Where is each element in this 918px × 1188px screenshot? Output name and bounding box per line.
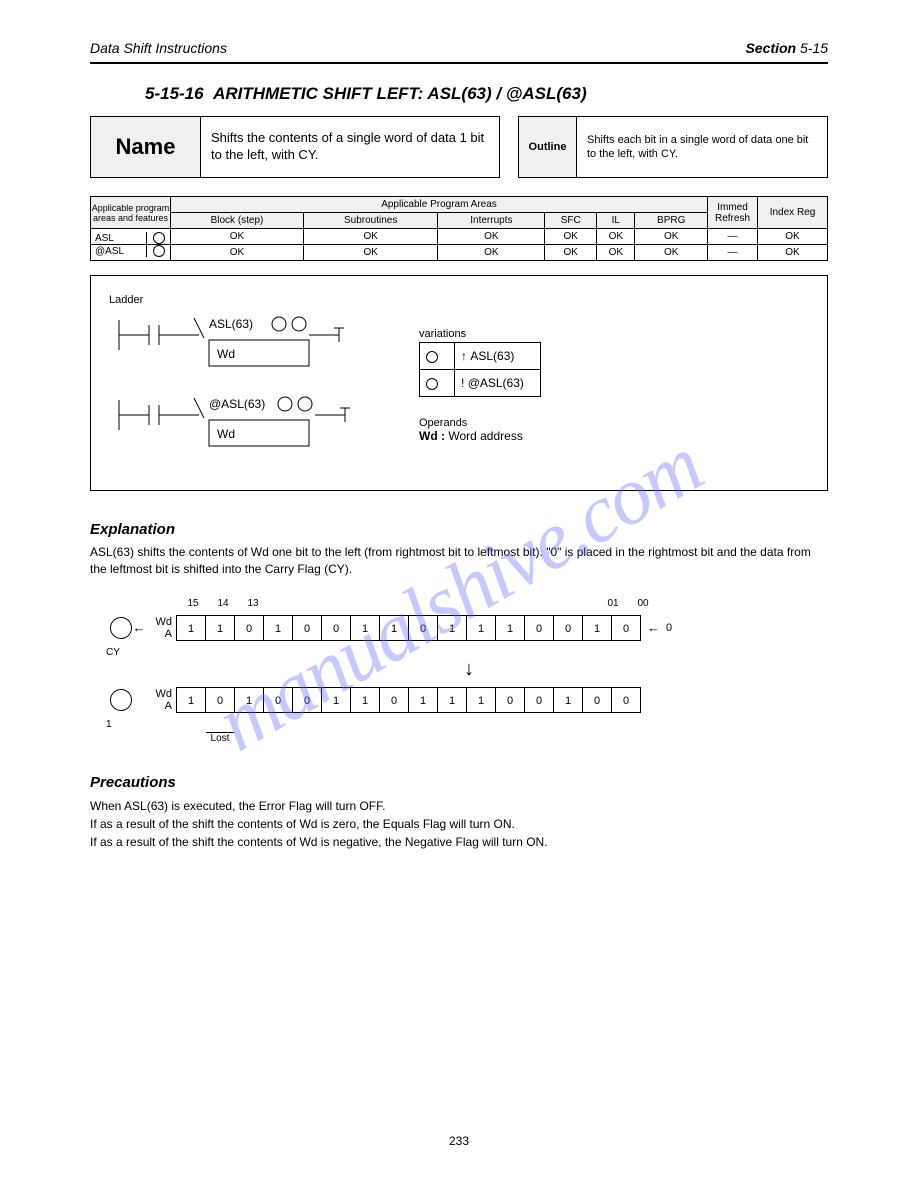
header-right: Section 5-15 (746, 40, 829, 56)
bit-cell: 1 (582, 615, 612, 641)
bit-cell: 1 (495, 615, 525, 641)
bit-cell: 1 (553, 687, 583, 713)
bit-cell: 0 (263, 687, 293, 713)
bit-cell: 0 (292, 687, 322, 713)
name-desc: Shifts the contents of a single word of … (201, 117, 499, 177)
precautions-text: When ASL(63) is executed, the Error Flag… (90, 797, 828, 851)
bit-cell: 0 (379, 687, 409, 713)
bit-cell: 1 (205, 615, 235, 641)
svg-text:Wd: Wd (217, 427, 235, 441)
svg-text:@ASL(63): @ASL(63) (209, 397, 265, 411)
svg-text:ASL(63): ASL(63) (209, 317, 253, 331)
bit-cell: 0 (234, 615, 264, 641)
ladder-box: Ladder ASL(63) (90, 275, 828, 491)
bit-cell: 0 (524, 615, 554, 641)
outline-box: Outline Shifts each bit in a single word… (518, 116, 828, 178)
circle-icon (426, 378, 438, 390)
bit-cell: 0 (292, 615, 322, 641)
bit-cell: 0 (553, 615, 583, 641)
circle-icon (426, 351, 438, 363)
explanation-text: ASL(63) shifts the contents of Wd one bi… (90, 544, 828, 578)
bit-cell: 1 (379, 615, 409, 641)
bit-cell: 1 (466, 615, 496, 641)
bit-cell: 1 (263, 615, 293, 641)
precautions-heading: Precautions (90, 774, 828, 791)
header-left: Data Shift Instructions (90, 40, 227, 56)
bit-cell: 1 (408, 687, 438, 713)
page-number: 233 (0, 1134, 918, 1148)
bit-cell: 1 (234, 687, 264, 713)
outline-label: Outline (519, 117, 577, 177)
cy-circle-icon (110, 617, 132, 639)
name-box: Name Shifts the contents of a single wor… (90, 116, 500, 178)
bit-cell: 0 (611, 615, 641, 641)
bit-cell: 0 (582, 687, 612, 713)
circle-icon (153, 245, 165, 257)
applicable-table: Applicable program areas and features Ap… (90, 196, 828, 261)
bit-cell: 1 (321, 687, 351, 713)
svg-text:Wd: Wd (217, 347, 235, 361)
bit-cell: 1 (176, 615, 206, 641)
bit-cell: 1 (437, 615, 467, 641)
bit-cell: 1 (466, 687, 496, 713)
applic-hdr-feat0: Immed Refresh (708, 197, 758, 229)
applic-hdr-areas: Applicable Program Areas (171, 197, 708, 213)
bit-cell: 0 (408, 615, 438, 641)
bit-cell: 1 (437, 687, 467, 713)
outline-desc: Shifts each bit in a single word of data… (577, 117, 827, 177)
section-title: 5-15-16 ARITHMETIC SHIFT LEFT: ASL(63) /… (145, 84, 828, 104)
bit-cell: 1 (350, 615, 380, 641)
applic-hdr-group: Applicable program areas and features (91, 197, 171, 229)
bit-row-a: ← Wd A 1101001101110010 ← 0 (110, 615, 828, 641)
bit-cell: 1 (350, 687, 380, 713)
explanation-heading: Explanation (90, 521, 828, 538)
name-label: Name (91, 117, 201, 177)
circle-icon (153, 232, 165, 244)
variations-table: ↑ ASL(63) ! @ASL(63) (419, 342, 541, 397)
ladder-diagram: ASL(63) Wd (109, 310, 389, 460)
bit-cell: 0 (495, 687, 525, 713)
cy-circle-icon (110, 689, 132, 711)
bit-cell: 0 (321, 615, 351, 641)
name-outline-row: Name Shifts the contents of a single wor… (90, 116, 828, 178)
bit-row-b: Wd A 1010011011100100 (110, 687, 828, 713)
arrow-down-icon: ↓ (110, 658, 828, 681)
bit-cell: 0 (205, 687, 235, 713)
bit-cell: 1 (176, 687, 206, 713)
bit-cell: 0 (524, 687, 554, 713)
bit-cell: 0 (611, 687, 641, 713)
applic-hdr-feat1: Index Reg (758, 197, 828, 229)
page-header: Data Shift Instructions Section 5-15 (90, 40, 828, 64)
